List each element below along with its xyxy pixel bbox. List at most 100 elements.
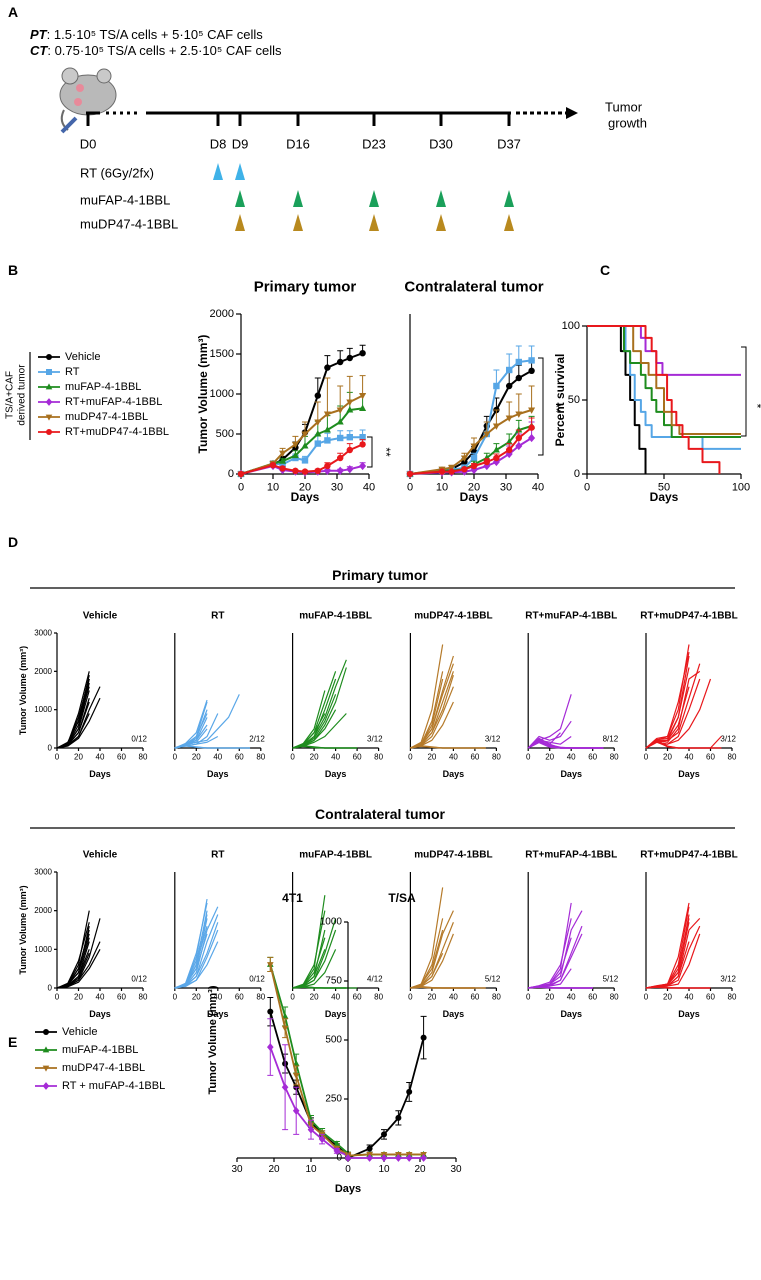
x-tick-label: 80: [492, 993, 501, 1002]
series-line: [527, 739, 604, 749]
chart-title: RT+muFAP-4-1BBL: [525, 850, 617, 861]
marker: [381, 1131, 387, 1138]
group-text: : 0.75·10⁵ TS/A cells + 2.5·10⁵ CAF cell…: [47, 43, 282, 58]
x-tick-label: 0: [55, 993, 60, 1002]
legend-label: Vehicle: [62, 1026, 97, 1038]
timepoint-label: D16: [286, 137, 310, 152]
series-line: [410, 663, 454, 749]
group-text: : 1.5·10⁵ TS/A cells + 5·10⁵ CAF cells: [47, 27, 264, 42]
x-axis-label: Days: [650, 490, 679, 504]
x-tick-label: 20: [427, 993, 436, 1002]
x-axis-label: Days: [335, 1183, 361, 1195]
x-tick-label: 60: [235, 993, 244, 1002]
chart-title: muFAP-4-1BBL: [299, 850, 372, 861]
marker: [461, 466, 468, 473]
error-bar: [515, 393, 522, 414]
y-tick-label: 0: [48, 984, 53, 993]
x-axis-label: Days: [560, 769, 582, 779]
x-tick-label: 0: [55, 753, 60, 762]
marker: [307, 1125, 315, 1134]
x-tick-label: 30: [500, 481, 512, 493]
timepoint-label: D30: [429, 137, 453, 152]
marker: [506, 366, 513, 374]
x-tick-label: 20: [74, 753, 83, 762]
y-tick-label: 50: [568, 394, 580, 406]
treatment-arrow: [235, 190, 245, 207]
treatment-arrow: [293, 214, 303, 231]
syringe: [60, 116, 78, 134]
annotation: 5/12: [485, 975, 501, 984]
marker: [333, 1140, 341, 1147]
marker: [493, 382, 500, 390]
x-tick-label: 80: [256, 993, 265, 1002]
x-tick-label: 0: [290, 753, 295, 762]
series-line: [56, 678, 90, 749]
chart-title: Vehicle: [83, 611, 118, 622]
x-tick-label: 60: [235, 753, 244, 762]
x-tick-label: 0: [345, 1164, 351, 1175]
marker: [359, 461, 367, 471]
x-tick-label: 30: [331, 481, 343, 493]
arrow-head: [566, 107, 578, 119]
x-tick-label: 80: [139, 753, 148, 762]
x-tick-label: 30: [231, 1164, 243, 1175]
annotation: 4/12: [367, 975, 383, 984]
marker: [528, 424, 535, 431]
legend-label: RT+muDP47-4-1BBL: [65, 426, 169, 438]
marker: [448, 468, 455, 475]
marker: [292, 467, 299, 474]
marker: [405, 1154, 413, 1162]
marker: [506, 382, 513, 390]
marker: [237, 470, 245, 478]
series-line: [240, 443, 364, 475]
marker: [483, 431, 491, 438]
x-tick-label: 40: [213, 993, 222, 1002]
x-axis-label: Days: [325, 769, 347, 779]
x-tick-label: 10: [267, 481, 279, 493]
timepoint-label: D8: [210, 137, 227, 152]
x-tick-label: 80: [139, 993, 148, 1002]
x-tick-label: 20: [545, 993, 554, 1002]
series-line: [645, 740, 722, 749]
treatment-arrow: [504, 214, 514, 231]
annotation: 2/12: [249, 735, 265, 744]
x-tick-label: 80: [256, 753, 265, 762]
x-axis-label: Days: [678, 1009, 700, 1019]
legend-marker: [45, 398, 53, 406]
marker: [314, 430, 322, 437]
significance-bracket: [367, 436, 373, 468]
marker: [301, 468, 309, 475]
annotation: 3/12: [720, 735, 736, 744]
x-tick-label: 60: [470, 993, 479, 1002]
treatment-arrow: [369, 214, 379, 231]
marker: [528, 367, 535, 374]
annotation: 0/12: [131, 975, 147, 984]
y-axis-label: Percent survival: [553, 354, 567, 447]
treatment-arrow: [369, 190, 379, 207]
chart-title: Contralateral tumor: [404, 279, 543, 296]
marker: [366, 1145, 373, 1152]
legend-label: RT: [65, 366, 80, 378]
legend-marker: [46, 429, 52, 435]
x-tick-label: 60: [588, 993, 597, 1002]
chart-title: muFAP-4-1BBL: [299, 611, 372, 622]
legend-marker: [42, 1082, 50, 1090]
series-line: [56, 701, 90, 749]
annotation: 0/12: [249, 975, 265, 984]
timepoint-label: D37: [497, 137, 521, 152]
x-tick-label: 50: [658, 481, 670, 493]
marker: [279, 450, 287, 458]
y-tick-label: 0: [336, 1153, 342, 1164]
series-line: [174, 941, 219, 989]
marker: [420, 1154, 427, 1162]
marker: [346, 434, 353, 441]
marker: [267, 1043, 274, 1051]
series-line: [528, 985, 593, 989]
marker: [337, 434, 344, 442]
chart-title: muDP47-4-1BBL: [414, 611, 492, 622]
series-line: [587, 325, 721, 474]
marker: [492, 423, 500, 430]
significance-bracket: [538, 357, 544, 456]
treatment-arrow: [436, 214, 446, 231]
